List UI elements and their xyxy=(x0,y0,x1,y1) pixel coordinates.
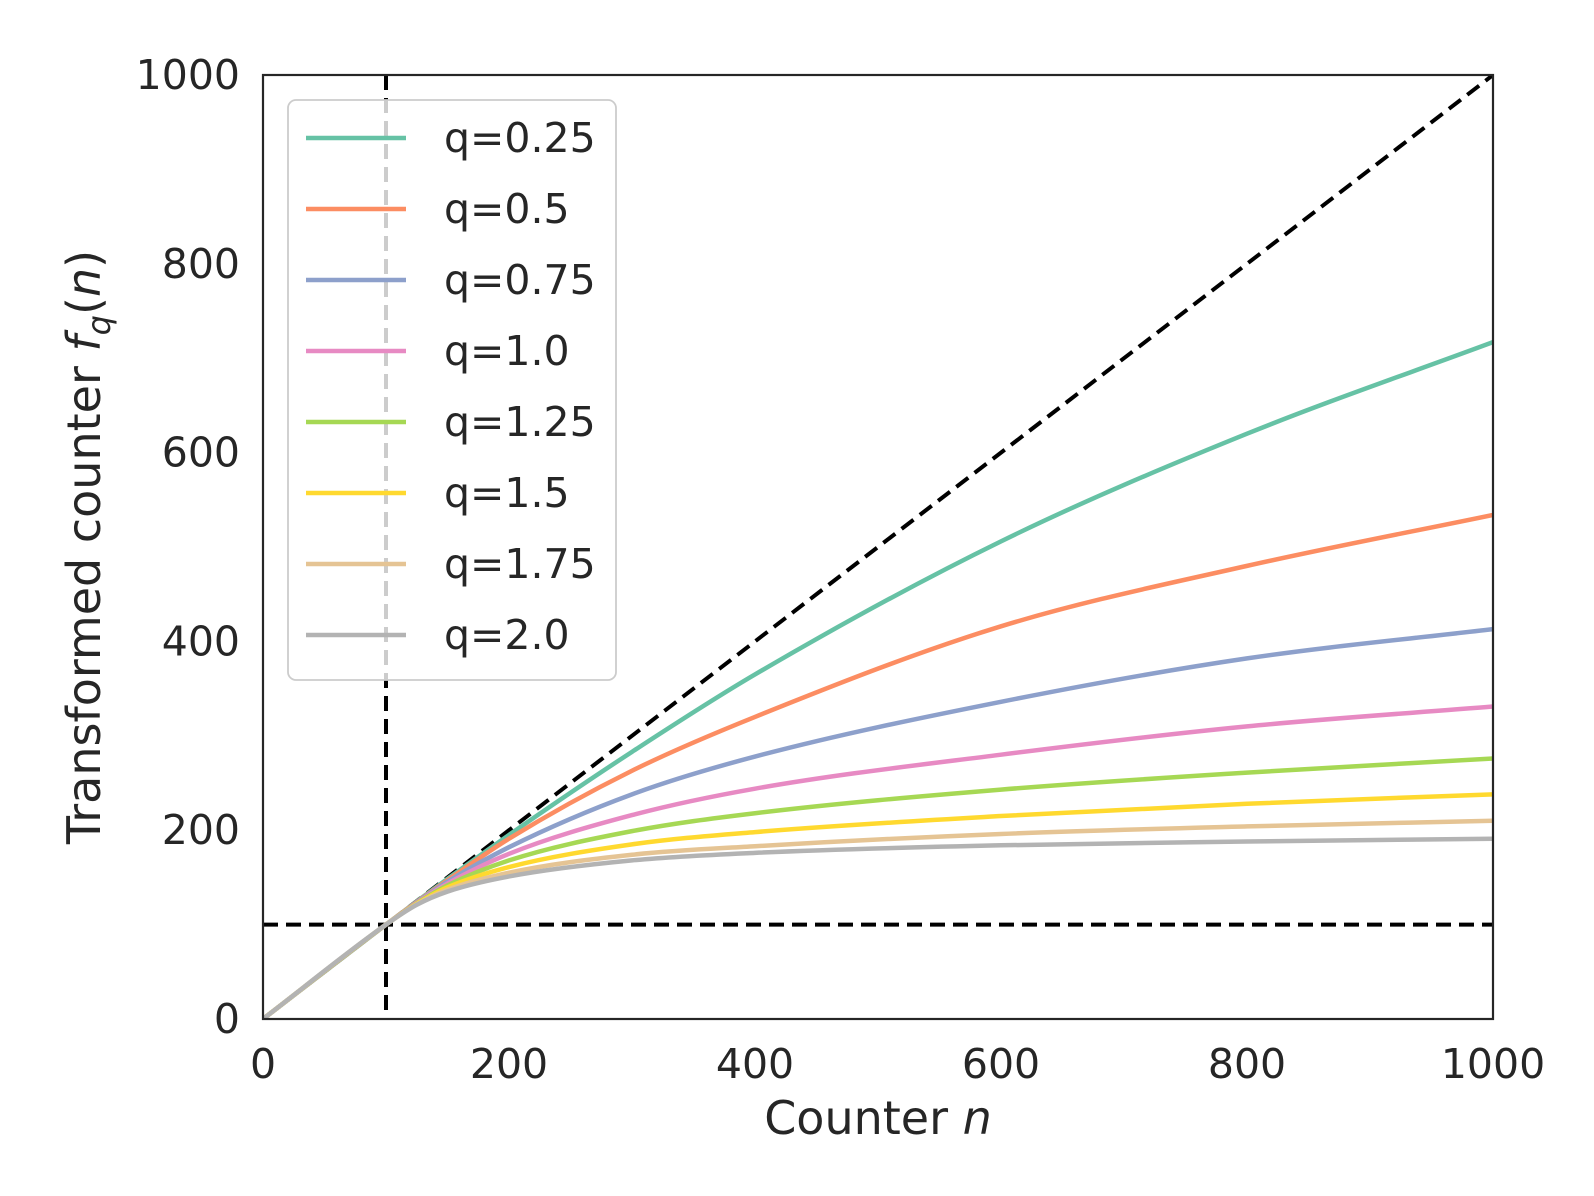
x-axis-label-var: n xyxy=(963,1091,992,1145)
y-axis-label-var: n xyxy=(57,268,111,297)
y-tick-labels: 0 200 400 600 800 1000 xyxy=(136,51,240,1043)
legend-label: q=1.25 xyxy=(444,398,596,446)
legend-label: q=0.5 xyxy=(444,185,570,233)
y-tick-label: 1000 xyxy=(136,51,240,99)
x-axis-label: Counter n xyxy=(764,1091,992,1145)
x-tick-label: 400 xyxy=(716,1040,794,1088)
legend: q=0.25 q=0.5 q=0.75 q=1.0 q=1.25 q=1.5 q=1.75 q… xyxy=(287,99,617,681)
legend-box xyxy=(287,99,617,681)
x-tick-label: 0 xyxy=(250,1040,276,1088)
legend-label: q=0.75 xyxy=(444,256,596,304)
y-tick-label: 200 xyxy=(162,806,240,854)
legend-label: q=0.25 xyxy=(444,114,596,162)
y-tick-label: 0 xyxy=(214,995,240,1043)
plot-frame xyxy=(261,73,1495,1021)
x-tick-label: 1000 xyxy=(1441,1040,1545,1088)
series-line-q=2.0 xyxy=(263,836,1493,1019)
series-lines xyxy=(263,339,1493,1019)
y-tick-label: 400 xyxy=(162,617,240,665)
x-tick-label: 200 xyxy=(470,1040,548,1088)
y-tick-label: 800 xyxy=(162,240,240,288)
x-axis-label-text: Counter xyxy=(764,1091,948,1145)
legend-label: q=1.5 xyxy=(444,469,570,517)
legend-label: q=1.75 xyxy=(444,540,596,588)
legend-label: q=2.0 xyxy=(444,611,570,659)
y-axis-label: Transformed counter fq(n) xyxy=(57,250,118,845)
x-tick-label: 600 xyxy=(962,1040,1040,1088)
y-axis-label-sub: q xyxy=(80,315,118,335)
legend-label: q=1.0 xyxy=(444,327,570,375)
x-tick-label: 800 xyxy=(1208,1040,1286,1088)
y-tick-label: 600 xyxy=(162,429,240,477)
y-axis-label-paren-close: ) xyxy=(57,250,111,268)
y-axis-label-paren-open: ( xyxy=(57,297,111,315)
x-tick-labels: 0 200 400 600 800 1000 xyxy=(250,1040,1545,1088)
y-axis-label-text: Transformed counter xyxy=(57,366,111,845)
